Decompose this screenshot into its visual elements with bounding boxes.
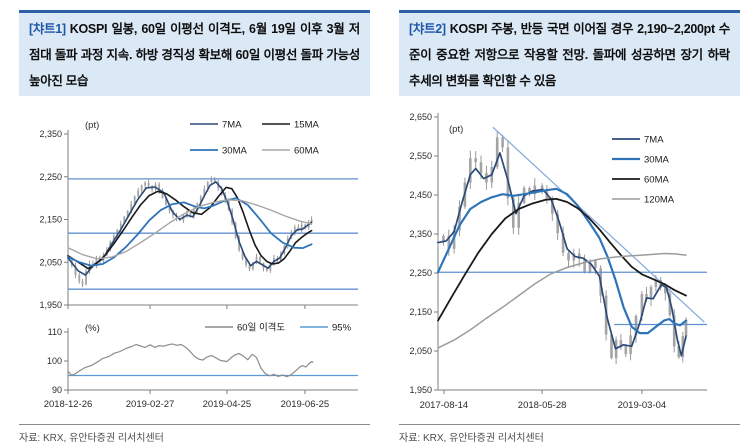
y-tick-label: 2,150 xyxy=(39,215,62,225)
chart1-title-box: [챠트1] KOSPI 일봉, 60일 이평선 이격도, 6월 19일 이후 3월… xyxy=(19,10,370,96)
x-axis-ticks: 2018-12-26 2019-02-27 2019-04-25 2019-06-25 xyxy=(44,390,330,410)
kospi-weekly-panel: [챠트2] KOSPI 주봉, 반등 국면 이어질 경우 2,190~2,200p… xyxy=(399,10,740,444)
chart2-source: 자료: KRX, 유안타증권 리서치센터 xyxy=(399,424,740,444)
y-tick-label: 100 xyxy=(47,356,62,366)
axes xyxy=(67,328,358,391)
y-tick-label: 2,550 xyxy=(409,151,432,161)
ma-line-60일 이격도 xyxy=(67,343,314,378)
legend-label: 95% xyxy=(332,323,352,334)
y-tick-label: 2,150 xyxy=(409,307,432,317)
kospi-daily-chart: 1,950 2,050 2,150 2,250 2,350 (pt) 7MA 15MA 30MA… xyxy=(39,120,358,410)
legend-label: 120MA xyxy=(644,195,675,206)
y-axis-ticks: 1,950 2,050 2,150 2,250 2,350 xyxy=(39,129,68,310)
y-tick-label: 1,950 xyxy=(409,385,432,395)
chart1-title: KOSPI 일봉, 60일 이평선 이격도, 6월 19일 이후 3월 저점대 … xyxy=(29,22,360,88)
legend: 7MA 30MA 60MA 120MA xyxy=(612,135,675,206)
y-tick-label: 2,350 xyxy=(409,229,432,239)
legend: 7MA 15MA 30MA 60MA xyxy=(190,120,319,157)
y-axis-ticks: 1,950 2,050 2,150 2,250 2,350 2,450 2,550 2,650 xyxy=(409,112,438,395)
ma-line-7MA xyxy=(437,152,687,357)
ma-line-60MA xyxy=(437,198,687,322)
legend-label: 7MA xyxy=(222,120,242,131)
chart2-title-box: [챠트2] KOSPI 주봉, 반등 국면 이어질 경우 2,190~2,200p… xyxy=(399,10,740,96)
ma-line-7MA xyxy=(67,181,313,276)
y-tick-label: 2,050 xyxy=(39,257,62,267)
axis-unit-label: (pt) xyxy=(85,120,99,131)
y-tick-label: 2,650 xyxy=(409,112,432,122)
legend-label: 60일 이격도 xyxy=(237,322,285,334)
x-tick-label: 2019-04-25 xyxy=(203,399,252,410)
chart1-source: 자료: KRX, 유안타증권 리서치센터 xyxy=(19,424,370,444)
ma-line-30MA xyxy=(67,197,313,267)
ma-line-60MA xyxy=(67,199,313,260)
y-tick-label: 2,250 xyxy=(409,268,432,278)
chart1-tag: [챠트1] xyxy=(29,22,66,36)
y-axis-ticks: 90 100 110 xyxy=(47,327,68,395)
x-tick-label: 2018-12-26 xyxy=(44,399,93,410)
legend-label: 15MA xyxy=(294,120,319,131)
chart2-title: KOSPI 주봉, 반등 국면 이어질 경우 2,190~2,200pt 수준이… xyxy=(409,22,730,88)
axes xyxy=(67,130,358,306)
ma-line-30MA xyxy=(436,187,688,335)
x-tick-label: 2019-06-25 xyxy=(281,399,330,410)
axis-unit: (pt) xyxy=(85,120,99,131)
ma-line-15MA xyxy=(67,186,313,270)
x-tick-label: 2019-02-27 xyxy=(126,399,175,410)
y-tick-label: 90 xyxy=(52,385,62,395)
x-tick-label: 2019-03-04 xyxy=(618,400,667,411)
y-tick-label: 110 xyxy=(48,327,62,337)
legend-label: 30MA xyxy=(644,155,669,166)
ma-line-120MA xyxy=(437,252,687,349)
y-tick-label: 2,250 xyxy=(39,172,62,182)
candlestick-series xyxy=(67,176,313,288)
candlestick-series xyxy=(436,131,688,365)
y-tick-label: 2,350 xyxy=(39,129,62,139)
x-tick-label: 2017-08-14 xyxy=(420,400,469,411)
x-axis-ticks xyxy=(67,305,306,309)
kospi-daily-panel: [챠트1] KOSPI 일봉, 60일 이평선 이격도, 6월 19일 이후 3월… xyxy=(19,10,370,444)
reference-lines xyxy=(68,178,358,290)
legend-label: 30MA xyxy=(222,146,247,157)
axis-unit-label: (%) xyxy=(85,323,100,334)
y-tick-label: 2,450 xyxy=(409,190,432,200)
legend-label: 60MA xyxy=(294,146,319,157)
legend-label: 7MA xyxy=(644,135,664,146)
y-tick-label: 2,050 xyxy=(409,346,432,356)
chart2-tag: [챠트2] xyxy=(409,22,446,36)
axis-unit-label: (pt) xyxy=(449,124,463,135)
kospi-weekly-chart: 1,950 2,050 2,150 2,250 2,350 2,450 2,550 2,650… xyxy=(409,112,707,411)
axis-unit: (%) xyxy=(85,323,100,334)
x-tick-label: 2018-05-28 xyxy=(518,400,567,411)
y-tick-label: 1,950 xyxy=(39,300,62,310)
legend-label: 60MA xyxy=(644,175,669,186)
x-axis-ticks: 2017-08-14 2018-05-28 2019-03-04 xyxy=(420,390,667,411)
axes xyxy=(437,113,707,391)
axis-unit: (pt) xyxy=(449,124,463,135)
legend: 60일 이격도 95% xyxy=(205,322,352,334)
